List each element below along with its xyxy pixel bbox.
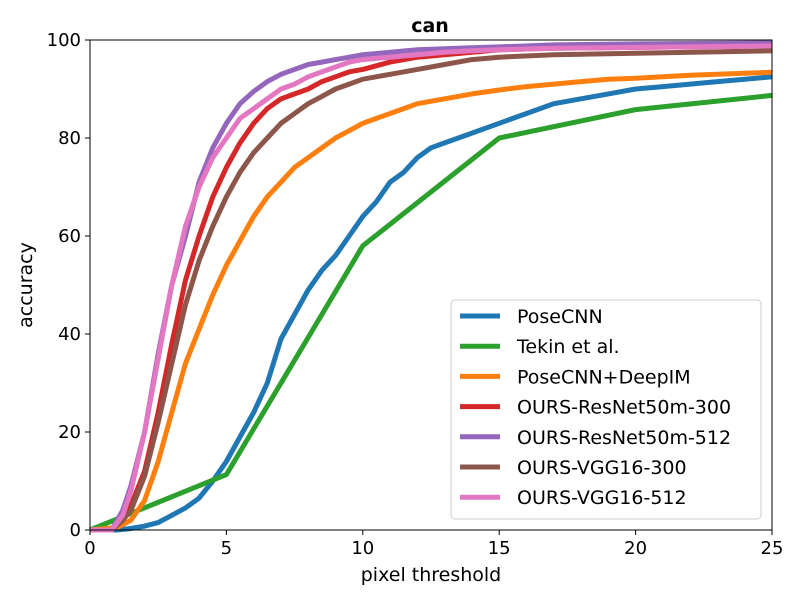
legend-label: PoseCNN+DeepIM	[517, 366, 691, 388]
y-tick-label: 60	[58, 226, 81, 247]
chart-title: can	[411, 15, 449, 37]
x-tick-label: 20	[624, 538, 647, 559]
legend-label: Tekin et al.	[516, 336, 620, 358]
y-tick-label: 40	[58, 324, 81, 345]
x-tick-label: 5	[221, 538, 232, 559]
y-tick-label: 0	[70, 520, 81, 541]
plot-frame	[89, 39, 773, 531]
y-axis: 0 20 40 60 80 100	[47, 30, 90, 541]
legend-label: OURS-VGG16-512	[517, 487, 687, 509]
x-tick-label: 25	[761, 538, 784, 559]
y-tick-label: 80	[58, 128, 81, 149]
series-line-7	[90, 43, 773, 533]
legend-box	[450, 299, 762, 520]
x-axis-label: pixel threshold	[361, 564, 502, 586]
series-line-3	[89, 69, 773, 533]
y-tick-label: 100	[47, 30, 81, 51]
y-axis-label: accuracy	[15, 242, 37, 328]
series-lines	[89, 40, 773, 533]
legend-label: OURS-VGG16-300	[517, 457, 687, 479]
x-tick-label: 10	[351, 538, 374, 559]
y-tick-label: 20	[58, 422, 81, 443]
series-line-1	[90, 74, 773, 533]
legend: PoseCNN Tekin et al. PoseCNN+DeepIM OURS-Re…	[450, 299, 762, 520]
series-line-2	[89, 92, 773, 533]
x-axis: 0 5 10 15 20 25	[84, 530, 783, 559]
x-tick-label: 15	[488, 538, 511, 559]
legend-label: OURS-ResNet50m-300	[517, 397, 731, 419]
x-tick-label: 0	[84, 538, 95, 559]
legend-label: PoseCNN	[517, 306, 603, 328]
series-line-6	[90, 48, 773, 533]
legend-label: OURS-ResNet50m-512	[517, 427, 731, 449]
